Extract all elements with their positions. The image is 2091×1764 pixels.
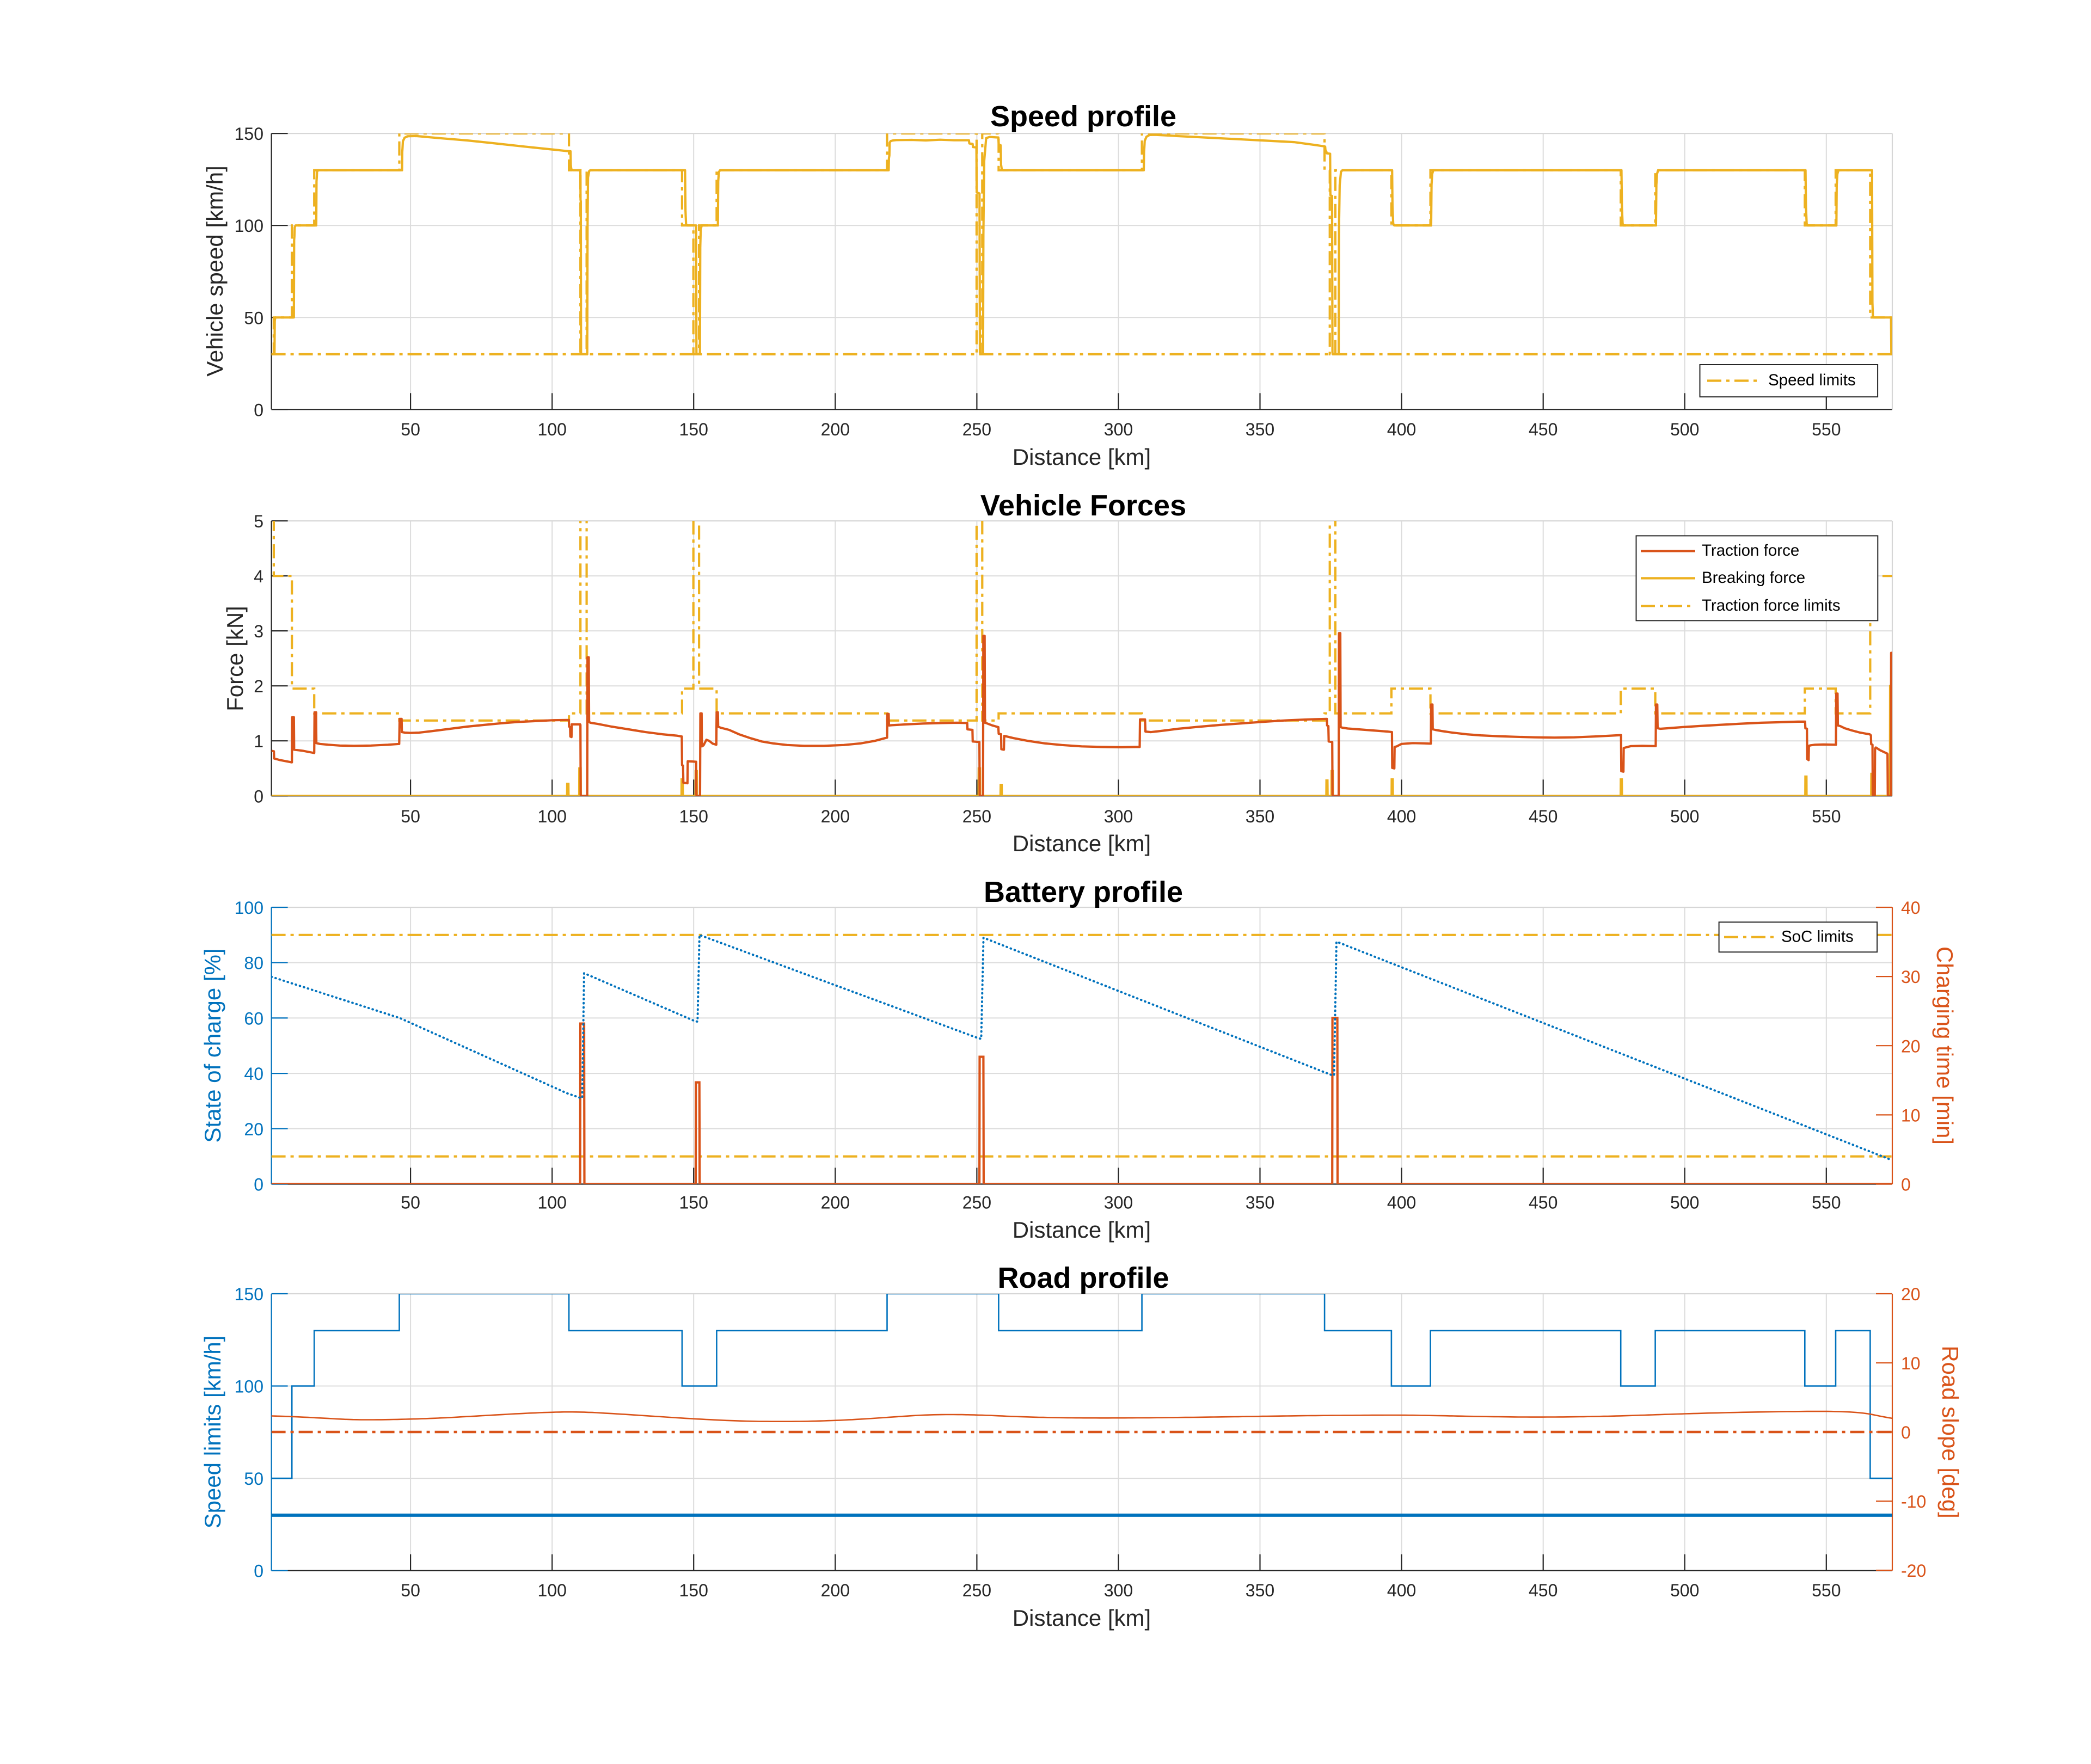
svg-text:SoC limits: SoC limits xyxy=(1781,927,1854,945)
svg-text:Force [kN]: Force [kN] xyxy=(222,606,248,711)
svg-text:20: 20 xyxy=(1901,1036,1921,1056)
svg-text:250: 250 xyxy=(962,1193,991,1212)
svg-text:200: 200 xyxy=(821,807,850,826)
svg-text:Road profile: Road profile xyxy=(997,1262,1169,1294)
svg-text:550: 550 xyxy=(1812,807,1841,826)
svg-text:-10: -10 xyxy=(1901,1492,1926,1511)
svg-text:550: 550 xyxy=(1812,1581,1841,1600)
svg-text:20: 20 xyxy=(244,1120,263,1139)
svg-text:200: 200 xyxy=(821,1193,850,1212)
svg-text:100: 100 xyxy=(235,1376,263,1396)
svg-text:450: 450 xyxy=(1529,1581,1557,1600)
svg-text:400: 400 xyxy=(1387,807,1416,826)
svg-text:50: 50 xyxy=(401,420,420,439)
svg-text:100: 100 xyxy=(538,420,567,439)
svg-text:Traction force: Traction force xyxy=(1702,542,1799,560)
svg-text:50: 50 xyxy=(401,1193,420,1212)
svg-text:30: 30 xyxy=(1901,967,1921,987)
svg-text:300: 300 xyxy=(1104,1193,1133,1212)
svg-text:Vehicle speed [km/h]: Vehicle speed [km/h] xyxy=(202,165,228,377)
svg-text:0: 0 xyxy=(254,786,263,806)
svg-text:Road slope [deg]: Road slope [deg] xyxy=(1937,1345,1963,1519)
svg-text:40: 40 xyxy=(1901,898,1921,918)
svg-text:150: 150 xyxy=(679,1581,708,1600)
svg-text:550: 550 xyxy=(1812,420,1841,439)
svg-text:500: 500 xyxy=(1670,807,1699,826)
svg-text:450: 450 xyxy=(1529,1193,1557,1212)
svg-text:10: 10 xyxy=(1901,1105,1921,1125)
svg-text:350: 350 xyxy=(1246,1581,1274,1600)
svg-text:Speed limits: Speed limits xyxy=(1768,371,1856,389)
svg-text:1: 1 xyxy=(254,732,263,751)
svg-text:State of charge [%]: State of charge [%] xyxy=(200,948,225,1142)
svg-text:50: 50 xyxy=(244,308,263,328)
svg-text:Battery profile: Battery profile xyxy=(984,876,1183,908)
svg-text:150: 150 xyxy=(679,420,708,439)
svg-text:400: 400 xyxy=(1387,1193,1416,1212)
svg-text:100: 100 xyxy=(235,898,263,918)
svg-text:400: 400 xyxy=(1387,420,1416,439)
svg-text:Vehicle Forces: Vehicle Forces xyxy=(980,489,1186,522)
svg-text:0: 0 xyxy=(254,1175,263,1194)
svg-text:Distance [km]: Distance [km] xyxy=(1013,1605,1151,1631)
svg-text:350: 350 xyxy=(1246,1193,1274,1212)
svg-text:350: 350 xyxy=(1246,807,1274,826)
svg-text:50: 50 xyxy=(401,1581,420,1600)
svg-text:450: 450 xyxy=(1529,420,1557,439)
svg-text:50: 50 xyxy=(401,807,420,826)
svg-text:Charging time [min]: Charging time [min] xyxy=(1932,946,1958,1145)
svg-text:Speed limits [km/h]: Speed limits [km/h] xyxy=(200,1336,225,1529)
svg-text:100: 100 xyxy=(538,1581,567,1600)
svg-text:0: 0 xyxy=(254,400,263,420)
svg-text:2: 2 xyxy=(254,677,263,696)
svg-text:Distance [km]: Distance [km] xyxy=(1013,444,1151,470)
svg-text:Traction force limits: Traction force limits xyxy=(1702,597,1841,614)
svg-text:200: 200 xyxy=(821,1581,850,1600)
svg-text:-20: -20 xyxy=(1901,1561,1926,1581)
svg-text:550: 550 xyxy=(1812,1193,1841,1212)
svg-text:500: 500 xyxy=(1670,1581,1699,1600)
svg-text:4: 4 xyxy=(254,567,263,586)
svg-text:300: 300 xyxy=(1104,1581,1133,1600)
svg-text:60: 60 xyxy=(244,1009,263,1028)
svg-text:Distance [km]: Distance [km] xyxy=(1013,831,1151,856)
svg-text:150: 150 xyxy=(235,1284,263,1304)
svg-text:100: 100 xyxy=(538,1193,567,1212)
svg-text:250: 250 xyxy=(962,807,991,826)
svg-text:Speed profile: Speed profile xyxy=(990,100,1176,133)
svg-text:100: 100 xyxy=(538,807,567,826)
svg-text:350: 350 xyxy=(1246,420,1274,439)
svg-text:200: 200 xyxy=(821,420,850,439)
svg-text:10: 10 xyxy=(1901,1354,1921,1373)
svg-text:250: 250 xyxy=(962,1581,991,1600)
svg-text:500: 500 xyxy=(1670,1193,1699,1212)
svg-text:5: 5 xyxy=(254,512,263,531)
svg-text:300: 300 xyxy=(1104,807,1133,826)
svg-text:80: 80 xyxy=(244,954,263,973)
svg-text:3: 3 xyxy=(254,622,263,641)
svg-text:0: 0 xyxy=(1901,1423,1911,1442)
svg-text:Breaking force: Breaking force xyxy=(1702,569,1805,587)
svg-text:150: 150 xyxy=(679,807,708,826)
svg-text:150: 150 xyxy=(235,124,263,144)
svg-text:300: 300 xyxy=(1104,420,1133,439)
svg-text:500: 500 xyxy=(1670,420,1699,439)
svg-text:40: 40 xyxy=(244,1064,263,1084)
svg-text:450: 450 xyxy=(1529,807,1557,826)
svg-text:150: 150 xyxy=(679,1193,708,1212)
svg-text:Distance [km]: Distance [km] xyxy=(1013,1217,1151,1243)
svg-text:20: 20 xyxy=(1901,1284,1921,1304)
svg-text:250: 250 xyxy=(962,420,991,439)
svg-text:50: 50 xyxy=(244,1469,263,1489)
svg-text:400: 400 xyxy=(1387,1581,1416,1600)
svg-text:0: 0 xyxy=(1901,1175,1911,1194)
svg-text:100: 100 xyxy=(235,216,263,236)
svg-text:0: 0 xyxy=(254,1562,263,1581)
